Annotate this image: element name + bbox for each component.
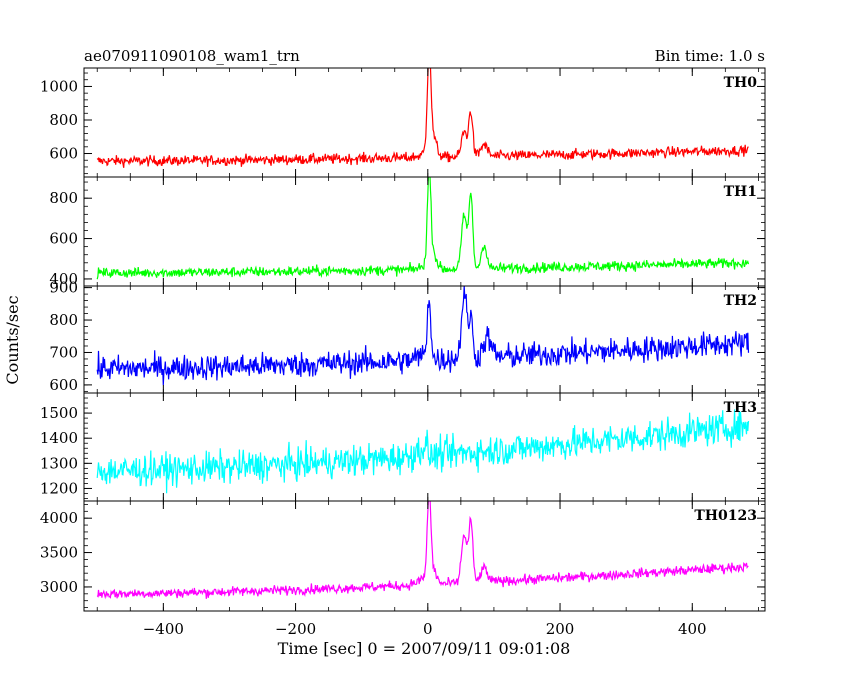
- panel-label-th1: TH1: [724, 184, 757, 200]
- series-line-th1: [96, 177, 750, 280]
- y-tick-label: 1200: [40, 479, 78, 497]
- y-tick-label: 1400: [40, 429, 78, 447]
- x-axis: −400 −200 0 200 400: [143, 620, 707, 638]
- panel-label-th0123: TH0123: [694, 508, 757, 524]
- panel-frame: [83, 176, 766, 287]
- y-tick-label: 600: [49, 376, 78, 394]
- y-tick-label: 600: [49, 230, 78, 248]
- y-tick-label: 800: [49, 189, 78, 207]
- header-right-title: Bin time: 1.0 s: [655, 47, 765, 65]
- panel-label-th2: TH2: [724, 293, 757, 309]
- panel-frame: [83, 392, 766, 502]
- header-left-title: ae070911090108_wam1_trn: [84, 47, 300, 65]
- series-line-th3: [96, 409, 750, 494]
- x-tick-label: 200: [546, 620, 575, 638]
- x-axis-title: Time [sec] 0 = 2007/09/11 09:01:08: [278, 639, 571, 658]
- y-tick-label: 900: [49, 279, 78, 297]
- panel-frame: [83, 500, 766, 612]
- panel-th0123: 3000 3500 4000 TH0123: [40, 500, 766, 612]
- series-line-th0123: [96, 501, 749, 600]
- y-axis-title: Counts/sec: [3, 295, 22, 384]
- x-tick-label: −200: [275, 620, 316, 638]
- x-tick-label: −400: [143, 620, 184, 638]
- y-tick-label: 800: [49, 111, 78, 129]
- y-tick-label: 4000: [40, 509, 78, 527]
- y-tick-label: 3500: [40, 544, 78, 562]
- panels-group: 600 800 1000 TH0 400 600 800 TH1 600 700 800 900 TH2…: [40, 67, 766, 612]
- y-tick-label: 1300: [40, 454, 78, 472]
- x-tick-label: 0: [423, 620, 433, 638]
- y-tick-label: 600: [49, 145, 78, 163]
- y-tick-label: 800: [49, 311, 78, 329]
- panel-th0: 600 800 1000 TH0: [40, 67, 766, 178]
- x-tick-label: 400: [678, 620, 707, 638]
- y-tick-label: 400: [49, 270, 78, 288]
- panel-label-th3: TH3: [724, 400, 757, 416]
- panel-th3: 1200 1300 1400 1500 TH3: [40, 392, 766, 502]
- y-tick-label: 1000: [40, 77, 78, 95]
- panel-th2: 600 700 800 900 TH2: [49, 279, 766, 394]
- series-line-th2: [96, 286, 750, 386]
- y-tick-label: 700: [49, 343, 78, 361]
- series-line-th0: [96, 68, 749, 168]
- panel-label-th0: TH0: [724, 75, 758, 91]
- panel-th1: 400 600 800 TH1: [49, 176, 766, 288]
- y-tick-label: 1500: [40, 404, 78, 422]
- y-tick-label: 3000: [40, 578, 78, 596]
